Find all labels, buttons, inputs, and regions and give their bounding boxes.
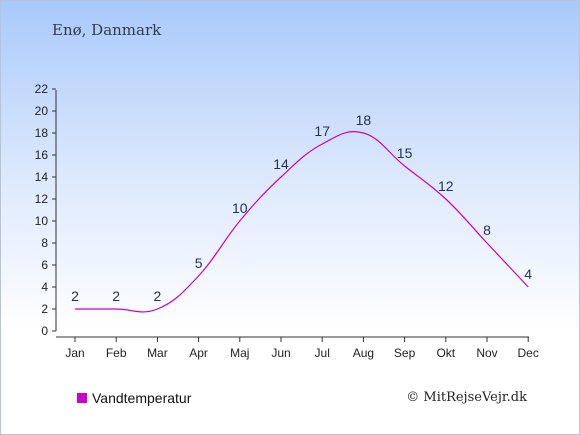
data-label: 8 bbox=[483, 222, 491, 238]
x-tick-label: Aug bbox=[353, 346, 374, 360]
y-tick-label: 6 bbox=[41, 258, 48, 272]
data-label: 18 bbox=[356, 112, 372, 128]
y-tick-label: 10 bbox=[35, 214, 49, 228]
data-label: 5 bbox=[195, 255, 203, 271]
x-tick-label: Dec bbox=[518, 346, 539, 360]
data-label: 12 bbox=[438, 178, 454, 194]
data-label: 17 bbox=[314, 123, 330, 139]
x-tick-label: Nov bbox=[476, 346, 497, 360]
data-label: 10 bbox=[232, 200, 248, 216]
x-tick-label: Apr bbox=[189, 346, 208, 360]
data-label: 15 bbox=[397, 145, 413, 161]
legend-label: Vandtemperatur bbox=[92, 390, 192, 406]
data-label: 2 bbox=[71, 288, 79, 304]
x-tick-label: Okt bbox=[436, 346, 455, 360]
y-tick-label: 14 bbox=[35, 170, 49, 184]
y-tick-label: 20 bbox=[35, 104, 49, 118]
x-tick-label: Jun bbox=[271, 346, 290, 360]
y-tick-label: 22 bbox=[35, 82, 49, 96]
y-tick-label: 8 bbox=[41, 236, 48, 250]
y-tick-label: 18 bbox=[35, 126, 49, 140]
x-tick-label: Feb bbox=[106, 346, 127, 360]
y-tick-label: 12 bbox=[35, 192, 49, 206]
x-tick-label: Jul bbox=[315, 346, 330, 360]
y-tick-label: 2 bbox=[41, 302, 48, 316]
chart-title: Enø, Danmark bbox=[52, 21, 162, 39]
data-label: 2 bbox=[112, 288, 120, 304]
x-tick-label: Sep bbox=[394, 346, 416, 360]
copyright-text: © MitRejseVejr.dk bbox=[406, 390, 527, 405]
x-tick-label: Mar bbox=[147, 346, 168, 360]
y-tick-label: 0 bbox=[41, 324, 48, 338]
legend: Vandtemperatur bbox=[77, 390, 191, 406]
y-tick-label: 16 bbox=[35, 148, 49, 162]
y-tick-label: 4 bbox=[41, 280, 48, 294]
data-label: 2 bbox=[154, 288, 162, 304]
legend-swatch bbox=[77, 393, 87, 403]
data-label: 14 bbox=[273, 156, 289, 172]
series-line-vandtemperatur bbox=[74, 131, 529, 313]
data-label: 4 bbox=[524, 266, 532, 282]
x-tick-label: Maj bbox=[230, 346, 249, 360]
x-tick-label: Jan bbox=[65, 346, 84, 360]
